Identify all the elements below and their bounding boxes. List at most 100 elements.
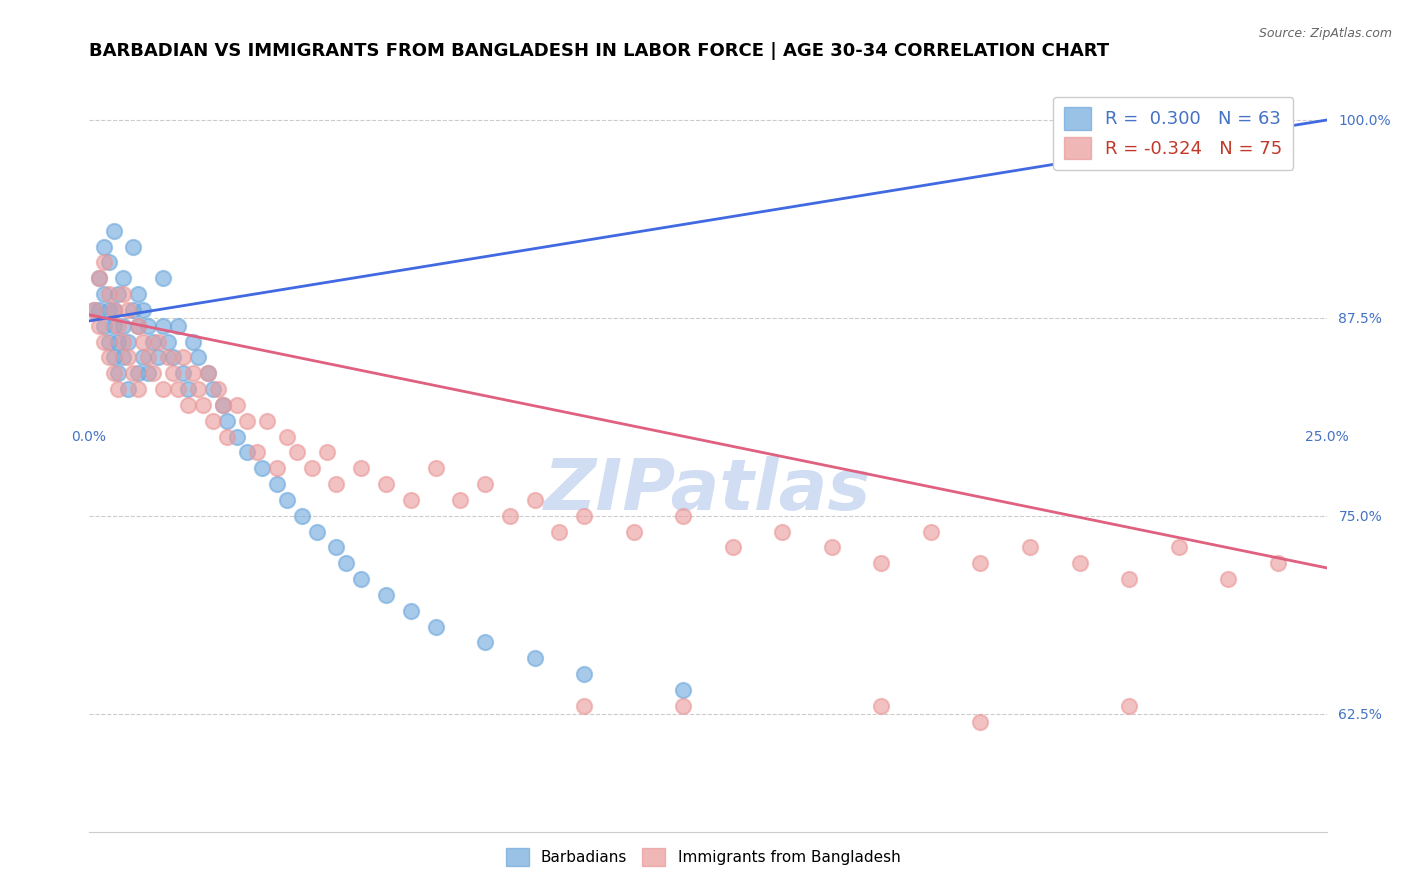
Point <box>87 271 110 285</box>
Point <box>207 382 229 396</box>
Point <box>142 334 165 349</box>
Point <box>211 398 233 412</box>
Point <box>132 334 155 349</box>
Point <box>127 318 149 333</box>
Point <box>191 398 214 412</box>
Point <box>399 492 422 507</box>
Point <box>201 382 224 396</box>
Point <box>117 382 139 396</box>
Point <box>350 572 373 586</box>
Point <box>93 318 115 333</box>
Point <box>162 351 184 365</box>
Point <box>112 271 135 285</box>
Text: 25.0%: 25.0% <box>1305 430 1350 443</box>
Point <box>523 651 546 665</box>
Text: Source: ZipAtlas.com: Source: ZipAtlas.com <box>1258 27 1392 40</box>
Point <box>250 461 273 475</box>
Point <box>572 667 595 681</box>
Point <box>325 477 347 491</box>
Point <box>499 508 522 523</box>
Point <box>87 271 110 285</box>
Point <box>285 445 308 459</box>
Legend: Barbadians, Immigrants from Bangladesh: Barbadians, Immigrants from Bangladesh <box>496 838 910 875</box>
Point <box>1218 572 1240 586</box>
Point <box>103 302 125 317</box>
Point <box>97 334 120 349</box>
Point <box>112 318 135 333</box>
Point <box>107 382 129 396</box>
Point <box>127 366 149 380</box>
Text: ZIPatlas: ZIPatlas <box>544 456 872 524</box>
Point <box>162 366 184 380</box>
Point <box>103 224 125 238</box>
Point <box>201 414 224 428</box>
Point <box>181 366 204 380</box>
Point <box>276 492 298 507</box>
Point <box>136 318 159 333</box>
Point <box>721 541 744 555</box>
Point <box>93 255 115 269</box>
Point <box>375 477 398 491</box>
Point <box>103 318 125 333</box>
Point <box>276 429 298 443</box>
Point <box>217 414 239 428</box>
Point <box>136 366 159 380</box>
Point <box>572 508 595 523</box>
Point <box>1118 572 1140 586</box>
Point <box>136 351 159 365</box>
Point <box>236 414 259 428</box>
Point <box>83 302 105 317</box>
Point <box>266 461 288 475</box>
Point <box>474 477 496 491</box>
Point <box>127 318 149 333</box>
Point <box>132 351 155 365</box>
Legend: R =  0.300   N = 63, R = -0.324   N = 75: R = 0.300 N = 63, R = -0.324 N = 75 <box>1053 96 1294 169</box>
Point <box>112 287 135 301</box>
Point <box>93 287 115 301</box>
Point <box>107 334 129 349</box>
Text: 0.0%: 0.0% <box>72 430 107 443</box>
Point <box>291 508 314 523</box>
Point <box>266 477 288 491</box>
Point <box>187 382 209 396</box>
Point <box>103 351 125 365</box>
Point <box>117 334 139 349</box>
Point <box>122 239 145 253</box>
Point <box>117 302 139 317</box>
Point <box>246 445 269 459</box>
Point <box>172 351 194 365</box>
Point <box>672 682 695 697</box>
Point <box>672 508 695 523</box>
Point <box>211 398 233 412</box>
Point <box>107 318 129 333</box>
Point <box>770 524 793 539</box>
Point <box>127 287 149 301</box>
Point <box>122 302 145 317</box>
Point <box>425 461 447 475</box>
Point <box>1019 541 1042 555</box>
Point <box>146 334 169 349</box>
Point <box>523 492 546 507</box>
Point <box>920 524 942 539</box>
Point <box>197 366 219 380</box>
Point <box>97 287 120 301</box>
Point <box>142 366 165 380</box>
Point <box>97 302 120 317</box>
Point <box>672 698 695 713</box>
Point <box>335 556 357 570</box>
Point <box>167 318 190 333</box>
Point <box>122 366 145 380</box>
Point <box>187 351 209 365</box>
Point <box>146 351 169 365</box>
Point <box>181 334 204 349</box>
Point <box>1069 556 1091 570</box>
Point <box>350 461 373 475</box>
Text: BARBADIAN VS IMMIGRANTS FROM BANGLADESH IN LABOR FORCE | AGE 30-34 CORRELATION C: BARBADIAN VS IMMIGRANTS FROM BANGLADESH … <box>89 42 1109 60</box>
Point <box>1118 698 1140 713</box>
Point <box>172 366 194 380</box>
Point <box>226 429 249 443</box>
Point <box>375 588 398 602</box>
Point <box>156 334 179 349</box>
Point <box>152 271 174 285</box>
Point <box>127 382 149 396</box>
